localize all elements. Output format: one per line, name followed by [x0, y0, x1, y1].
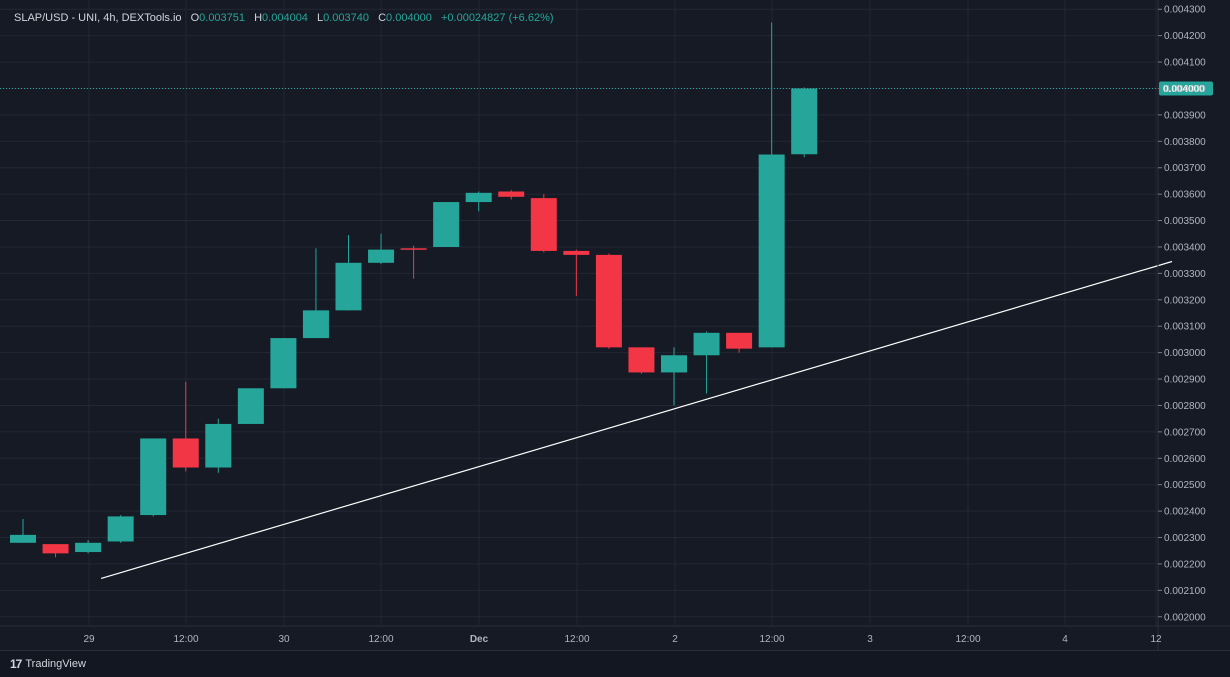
price-tick-label: 0.003400 — [1164, 242, 1206, 253]
time-tick-label: 12:00 — [173, 634, 198, 645]
time-tick-label: 30 — [278, 634, 290, 645]
close-key: C — [378, 12, 387, 24]
price-tick-label: 0.002500 — [1164, 480, 1206, 491]
price-tick-label: 0.002300 — [1164, 533, 1206, 544]
candle-body — [433, 202, 460, 247]
price-tick-label: 0.004100 — [1164, 58, 1206, 69]
time-tick-label: 12:00 — [368, 634, 393, 645]
price-tick-label: 0.002000 — [1164, 612, 1206, 623]
footer-bar: 17 TradingView — [0, 650, 1230, 677]
time-tick-label: 29 — [83, 634, 95, 645]
price-tick-label: 0.003900 — [1164, 110, 1206, 121]
candle-body — [595, 254, 622, 348]
candle-body — [791, 88, 818, 155]
candle-body — [465, 192, 492, 203]
candle-body — [400, 248, 427, 250]
time-tick-label: 12:00 — [564, 634, 589, 645]
time-tick-label: 3 — [867, 634, 873, 645]
last-price-line-layer: 0.004000 — [0, 81, 1213, 96]
last-price-tag-label: 0.004000 — [1163, 84, 1205, 95]
high-value: 0.004004 — [262, 12, 308, 24]
price-tick-label: 0.003500 — [1164, 216, 1206, 227]
price-tick-label: 0.003800 — [1164, 137, 1206, 148]
price-axis[interactable]: 0.004300 0.004200 0.004100 0.004000 0.003900… — [1158, 5, 1206, 624]
candle-body — [302, 310, 329, 339]
candle-body — [10, 534, 36, 543]
time-tick-label: 2 — [672, 634, 678, 645]
close-value: 0.004000 — [386, 12, 432, 24]
candle-body — [107, 516, 134, 542]
low-key: L — [317, 12, 324, 24]
candle-body — [693, 332, 720, 356]
symbol-label: SLAP/USD - UNI, 4h, DEXTools.io — [14, 12, 182, 24]
price-tick-label: 0.002400 — [1164, 507, 1206, 518]
tradingview-mark-icon: 17 — [10, 657, 22, 671]
time-tick-label: 4 — [1062, 634, 1068, 645]
price-tick-label: 0.003100 — [1164, 322, 1206, 333]
price-tick-label: 0.003300 — [1164, 269, 1206, 280]
change-value: +0.00024827 (+6.62%) — [440, 12, 554, 24]
candle-body — [270, 338, 297, 389]
candle-body — [530, 198, 557, 251]
price-tick-label: 0.003200 — [1164, 295, 1206, 306]
time-tick-label: 12:00 — [759, 634, 784, 645]
candles — [10, 22, 818, 558]
grid — [0, 0, 1158, 626]
candlestick-chart[interactable]: 0.004000 0.004300 0.004200 0.004100 0.00400… — [0, 0, 1230, 650]
last-price-tag — [1159, 81, 1213, 96]
price-tick-label: 0.003000 — [1164, 348, 1206, 359]
candle-body — [758, 154, 785, 348]
candle-body — [563, 250, 590, 255]
candle-body — [498, 191, 525, 197]
candle-body — [140, 438, 167, 516]
price-tick-label: 0.002800 — [1164, 401, 1206, 412]
candle-body — [661, 355, 687, 373]
price-tick-label: 0.002700 — [1164, 427, 1206, 438]
time-axis[interactable]: 29 12:00 30 12:00 Dec 12:00 2 12:00 3 12:00 4 12 — [83, 634, 1162, 645]
candle-body — [368, 249, 395, 263]
candle-body — [42, 544, 69, 554]
trendline — [100, 260, 1173, 580]
tradingview-brand-text: TradingView — [25, 658, 86, 670]
price-tick-label: 0.003600 — [1164, 190, 1206, 201]
candle-body — [628, 347, 655, 373]
trendline-layer — [100, 260, 1173, 580]
price-tick-label: 0.004300 — [1164, 5, 1206, 16]
time-tick-label: Dec — [470, 634, 489, 645]
tradingview-logo[interactable]: 17 TradingView — [10, 657, 86, 671]
candle-body — [172, 438, 199, 468]
price-tick-label: 0.002100 — [1164, 586, 1206, 597]
candle-body — [75, 542, 102, 553]
high-key: H — [254, 12, 263, 24]
low-value: 0.003740 — [323, 12, 370, 24]
candle-body — [335, 262, 362, 311]
price-tick-label: 0.002600 — [1164, 454, 1206, 465]
price-tick-label: 0.004200 — [1164, 31, 1206, 42]
candle-body — [237, 388, 264, 424]
time-tick-label: 12:00 — [955, 634, 980, 645]
candle-body — [205, 423, 232, 468]
open-value: 0.003751 — [199, 12, 246, 24]
price-tick-label: 0.003700 — [1164, 163, 1206, 174]
price-tick-label: 0.002900 — [1164, 375, 1206, 386]
ohlc-legend: SLAP/USD - UNI, 4h, DEXTools.io O0.00375… — [14, 12, 554, 24]
price-tick-label: 0.002200 — [1164, 559, 1206, 570]
open-key: O — [190, 12, 200, 24]
price-tick-label: 0.004000 — [1164, 84, 1206, 95]
time-tick-label: 12 — [1150, 634, 1162, 645]
candle-body — [726, 332, 753, 349]
